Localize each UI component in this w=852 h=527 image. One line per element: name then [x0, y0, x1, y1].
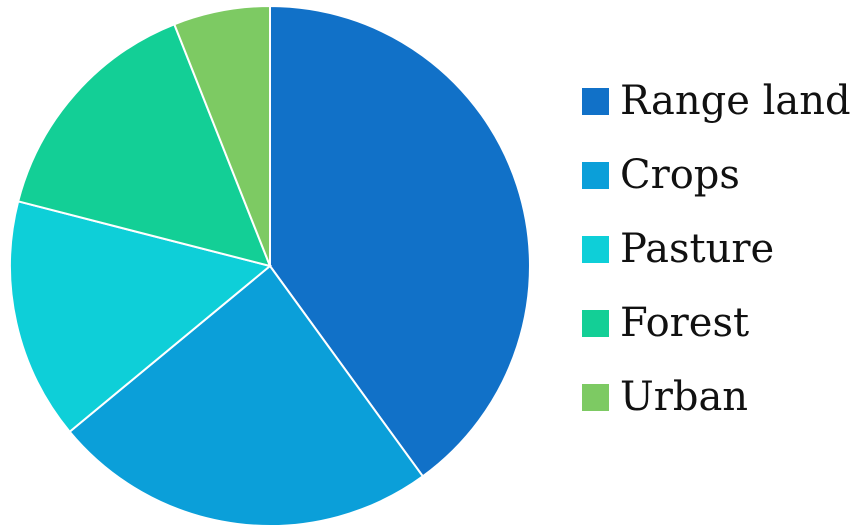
pie-slice-pasture	[9, 200, 273, 434]
legend-swatch-pasture	[582, 235, 609, 263]
pie-slice-crops	[68, 264, 425, 527]
legend-item-range-land: Range land	[582, 64, 852, 138]
pie-slice-forest	[16, 22, 272, 268]
legend: Range land Crops Pasture Forest Urban	[582, 64, 852, 434]
pie-slice-range-land	[269, 4, 531, 478]
legend-swatch-range-land	[582, 87, 609, 115]
legend-item-forest: Forest	[582, 286, 852, 360]
legend-swatch-urban	[582, 383, 609, 411]
legend-item-urban: Urban	[582, 360, 852, 434]
legend-swatch-crops	[582, 161, 609, 189]
pie-slice-urban	[172, 4, 271, 267]
legend-swatch-forest	[582, 309, 609, 337]
legend-label-crops: Crops	[620, 152, 740, 198]
legend-label-urban: Urban	[620, 374, 749, 420]
legend-label-forest: Forest	[620, 300, 750, 346]
legend-item-pasture: Pasture	[582, 212, 852, 286]
legend-item-crops: Crops	[582, 138, 852, 212]
pie-slices	[9, 4, 531, 527]
legend-label-pasture: Pasture	[620, 226, 775, 272]
legend-label-range-land: Range land	[620, 78, 851, 124]
